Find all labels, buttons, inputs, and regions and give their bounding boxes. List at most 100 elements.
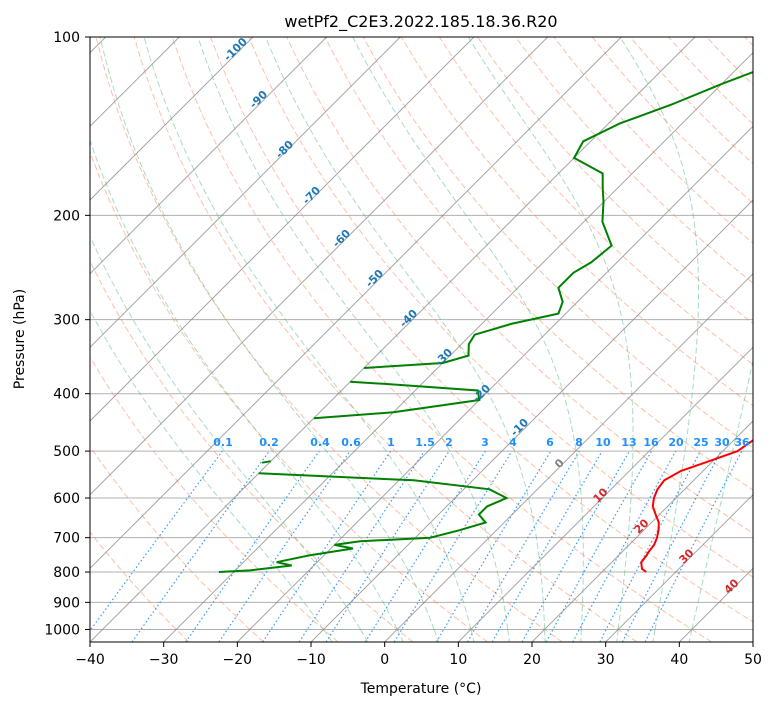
mixing-ratio-line-13 (521, 450, 631, 642)
mixing-ratio-lines (90, 450, 743, 642)
y-axis-title: Pressure (hPa) (12, 289, 28, 389)
y-tick-label-100: 100 (53, 30, 80, 46)
mixing-ratio-label-30: 30 (714, 436, 730, 449)
chart-title: wetPf2_C2E3.2022.185.18.36.R20 (284, 12, 557, 32)
mixing-ratio-label-16: 16 (643, 436, 659, 449)
isotherm-10 (457, 346, 753, 642)
isotherms (90, 37, 753, 642)
dry-adiabat--10 (90, 356, 339, 642)
isotherm--80 (90, 37, 401, 349)
moist-adiabat-low-5 (433, 629, 439, 642)
moist-adiabat-low-30 (616, 629, 619, 642)
mixing-ratio-line-20 (572, 450, 677, 642)
dry-adiabat-50 (210, 37, 753, 623)
x-tick-label--10: −10 (296, 652, 326, 668)
mixing-ratio-label-20: 20 (668, 436, 684, 449)
dry-adiabat-60 (248, 37, 753, 578)
mixing-ratio-label-3: 3 (481, 436, 489, 449)
isotherm-30 (605, 493, 753, 642)
x-axis-title: Temperature (°C) (360, 681, 482, 697)
moist-adiabat-low-25 (580, 629, 582, 642)
x-tick-label--20: −20 (223, 652, 253, 668)
mixing-ratio-label-36: 36 (734, 436, 750, 449)
dry-adiabat-30 (133, 37, 638, 642)
y-tick-label-800: 800 (53, 565, 80, 581)
mixing-ratio-line-0.1 (90, 450, 223, 632)
mixing-ratio-label-2: 2 (445, 436, 453, 449)
isotherm-20 (531, 420, 753, 642)
y-tick-label-500: 500 (53, 444, 80, 460)
mixing-ratio-label-1: 1 (387, 436, 395, 449)
mixing-ratio-line-2 (325, 450, 450, 642)
isotherm--50 (90, 37, 622, 570)
moist-adiabats (90, 37, 753, 642)
mixing-ratio-line-1.5 (298, 450, 425, 642)
dry-adiabat-130 (515, 37, 753, 284)
series-dewpoint-upper (261, 460, 271, 464)
y-tick-label-600: 600 (53, 491, 80, 507)
isotherm--40 (90, 37, 696, 642)
mixing-ratio-label-0.1: 0.1 (213, 436, 233, 449)
x-axis: −40 −30 −20 −10 0 10 20 30 40 50 (75, 642, 762, 668)
dry-adiabat--20 (90, 445, 264, 642)
mixing-ratio-line-36 (644, 450, 743, 642)
mixing-ratio-line-0.6 (218, 450, 351, 642)
moist-adiabat-low-35 (652, 629, 656, 642)
isotherm--20 (236, 125, 753, 642)
y-tick-label-900: 900 (53, 595, 80, 611)
moist-adiabat-low--5 (359, 629, 369, 642)
moist-adiabat-40 (691, 358, 753, 630)
x-tick-label-20: 20 (523, 652, 541, 668)
isotherm--30 (163, 51, 753, 642)
dry-adiabat-110 (438, 37, 753, 366)
mixing-ratio-label-4: 4 (509, 436, 517, 449)
moist-adiabat-0 (90, 138, 398, 630)
x-tick-label--30: −30 (149, 652, 179, 668)
moist-adiabat--5 (90, 235, 361, 630)
isotherm--10 (310, 199, 753, 642)
moist-adiabat-low-40 (688, 629, 693, 642)
mixing-ratio-label-1.5: 1.5 (415, 436, 435, 449)
y-tick-label-300: 300 (53, 313, 80, 329)
isotherm-0 (384, 272, 753, 642)
x-tick-label-30: 30 (597, 652, 615, 668)
moist-adiabat-35 (619, 37, 699, 630)
mixing-ratio-label-8: 8 (575, 436, 583, 449)
x-tick-label-10: 10 (449, 652, 467, 668)
moist-adiabat-low-10 (470, 629, 475, 642)
mixing-ratio-line-16 (545, 450, 653, 642)
x-tick-label-50: 50 (744, 652, 762, 668)
mixing-ratio-line-0.4 (185, 450, 320, 642)
moist-adiabat-25 (352, 37, 584, 630)
sounding-series (218, 71, 753, 573)
isotherm--70 (90, 37, 475, 422)
series-dewpoint-upper3 (363, 71, 753, 369)
dry-adiabat--30 (90, 531, 190, 642)
moist-adiabat-30 (467, 37, 634, 630)
mixing-ratio-label-0.4: 0.4 (310, 436, 330, 449)
mixing-ratio-label-13: 13 (621, 436, 636, 449)
mixing-ratio-label-0.2: 0.2 (259, 436, 279, 449)
moist-adiabat-low--10 (323, 629, 333, 642)
series-dewpoint (218, 472, 509, 573)
plot-frame (89, 36, 754, 643)
mixing-ratio-label-25: 25 (693, 436, 708, 449)
isotherm--90 (90, 37, 328, 275)
y-tick-label-1000: 1000 (44, 622, 80, 638)
mixing-ratio-label-0.6: 0.6 (341, 436, 361, 449)
y-tick-label-400: 400 (53, 387, 80, 403)
mixing-ratio-line-0.2 (131, 450, 270, 642)
y-axis: 100 200 300 400 500 600 700 800 900 1000 (44, 30, 90, 638)
isotherm--60 (90, 37, 549, 496)
y-tick-label-200: 200 (53, 208, 80, 224)
series-temperature (640, 438, 753, 573)
mixing-ratio-line-1 (262, 450, 392, 642)
x-tick-label-0: 0 (380, 652, 389, 668)
moist-adiabat-5 (99, 37, 435, 630)
moist-adiabat-low-15 (507, 629, 510, 642)
dry-adiabat-20 (95, 37, 563, 642)
dry-adiabat-100 (400, 37, 753, 407)
mixing-ratio-label-10: 10 (595, 436, 611, 449)
mixing-ratio-line-4 (393, 450, 513, 642)
